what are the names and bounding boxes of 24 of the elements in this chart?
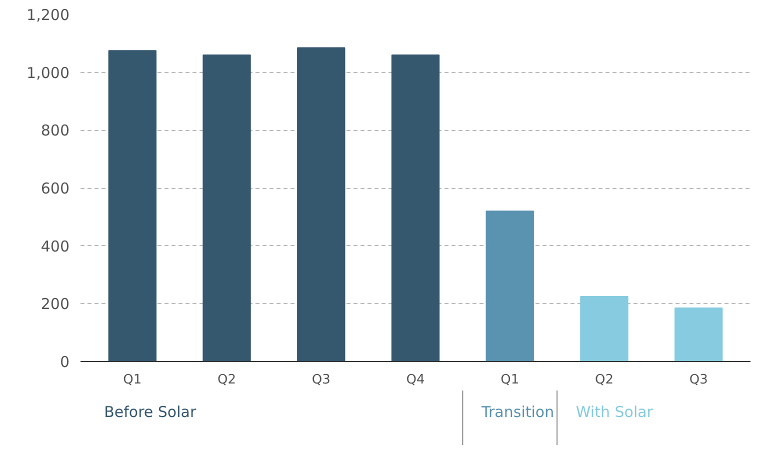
y-tick-label: 1,200 <box>26 6 70 24</box>
bar <box>297 47 346 362</box>
x-tick-label: Q2 <box>594 372 614 388</box>
y-tick-label: 800 <box>40 122 70 140</box>
y-tick-label: 1,000 <box>26 64 70 82</box>
text: With Solar <box>576 402 654 421</box>
y-tick-label: 200 <box>40 295 70 314</box>
x-tick-label: Q1 <box>500 372 520 388</box>
bar <box>391 54 440 362</box>
y-tick-label: 0 <box>60 353 70 371</box>
bar <box>674 308 723 362</box>
y-tick-label: 400 <box>40 237 70 256</box>
bar <box>202 54 251 362</box>
bar <box>108 50 156 362</box>
x-tick-label: Q1 <box>123 372 142 388</box>
bar <box>580 296 628 362</box>
x-tick-label: Q3 <box>312 372 330 388</box>
x-tick-label: Q3 <box>689 372 708 388</box>
text: Before Solar <box>104 402 197 421</box>
bar <box>486 210 534 362</box>
y-tick-label: 600 <box>40 180 70 198</box>
x-tick-label: Q4 <box>406 372 425 388</box>
text: Transition <box>480 402 554 421</box>
x-tick-label: Q2 <box>218 372 236 388</box>
